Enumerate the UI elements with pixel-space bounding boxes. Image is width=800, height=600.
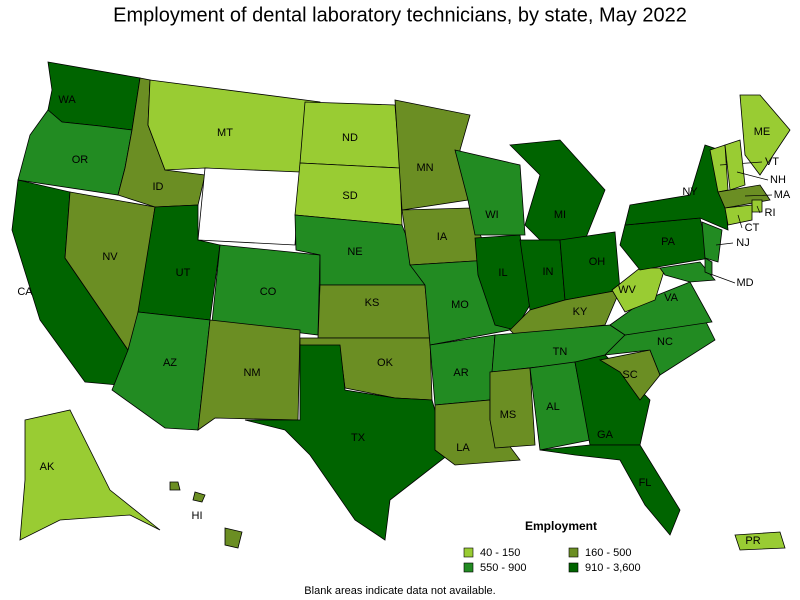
state-label: TX: [351, 432, 366, 444]
state-label: WV: [618, 284, 636, 296]
leader-line: [756, 205, 761, 214]
state-label: IL: [498, 267, 507, 279]
state-label: RI: [765, 207, 776, 219]
state: [724, 204, 753, 226]
state: [598, 349, 661, 401]
state-label: AL: [546, 401, 559, 413]
state: [147, 79, 321, 176]
state-label: KS: [365, 297, 380, 309]
state-label: MI: [554, 209, 566, 221]
state-label: AK: [40, 461, 55, 473]
state-label: WA: [58, 94, 76, 106]
state-label: SD: [342, 190, 357, 202]
state-label: PR: [745, 535, 760, 547]
legend-swatch: [463, 562, 474, 573]
state-label: MT: [217, 127, 233, 139]
state-label: NH: [770, 174, 786, 186]
state-label: CO: [260, 286, 277, 298]
state-label: TN: [553, 346, 568, 358]
state: [659, 261, 716, 283]
state-label: NJ: [736, 237, 749, 249]
state: [454, 149, 526, 236]
state-label: PA: [661, 236, 676, 248]
state-label: HI: [192, 510, 203, 522]
map-title: Employment of dental laboratory technici…: [113, 4, 687, 26]
state-label: MO: [451, 299, 469, 311]
state-label: AZ: [163, 357, 177, 369]
state-label: LA: [456, 442, 470, 454]
legend-label: 40 - 150: [480, 547, 520, 559]
state: [244, 344, 449, 541]
leader-line: [737, 214, 743, 229]
state: [197, 167, 301, 246]
state: [574, 354, 651, 446]
state-label: VA: [664, 292, 679, 304]
state: [704, 257, 713, 276]
state: [317, 284, 431, 339]
state: [197, 319, 301, 431]
state-label: FL: [639, 477, 652, 489]
state: [701, 221, 723, 263]
state-label: NM: [243, 367, 260, 379]
legend-label: 160 - 500: [585, 547, 631, 559]
state: [724, 139, 746, 191]
legend-swatch: [568, 562, 579, 573]
state-label: CA: [17, 286, 33, 298]
state: [539, 444, 681, 536]
state-label: ME: [754, 126, 771, 138]
state-label: AR: [453, 367, 468, 379]
state-label: VT: [765, 156, 779, 168]
state-label: KY: [573, 306, 588, 318]
note: Blank areas indicate data not available.: [304, 585, 495, 597]
state-label: MA: [774, 189, 791, 201]
legend-swatch: [463, 547, 474, 558]
leader-line: [715, 242, 734, 246]
state: [611, 267, 666, 313]
state: [192, 491, 206, 503]
state-label: GA: [597, 429, 614, 441]
state-label: OH: [589, 256, 606, 268]
state-label: IN: [543, 266, 554, 278]
state-label: ND: [342, 132, 358, 144]
state-label: NC: [657, 336, 673, 348]
state: [489, 367, 536, 449]
state: [734, 531, 786, 551]
state-label: IA: [437, 231, 448, 243]
legend-swatch: [568, 547, 579, 558]
state-label: NY: [682, 186, 698, 198]
state: [224, 527, 243, 549]
state-label: NV: [102, 251, 118, 263]
state-label: OR: [72, 154, 89, 166]
leader-line: [744, 194, 773, 197]
legend-title: Employment: [525, 519, 597, 533]
state-label: MN: [416, 162, 433, 174]
state-label: WI: [485, 209, 498, 221]
state-label: SC: [622, 369, 637, 381]
state-label: CT: [745, 222, 760, 234]
state-label: UT: [176, 267, 191, 279]
legend-label: 550 - 900: [480, 562, 526, 574]
state-label: MD: [736, 277, 753, 289]
state-label: NE: [347, 246, 362, 258]
state: [739, 94, 791, 176]
legend-label: 910 - 3,600: [585, 562, 641, 574]
state-label: OK: [377, 357, 394, 369]
state: [169, 481, 181, 491]
state-label: ID: [153, 181, 164, 193]
state: [19, 409, 161, 541]
state-label: MS: [500, 409, 517, 421]
leader-line: [736, 171, 769, 181]
